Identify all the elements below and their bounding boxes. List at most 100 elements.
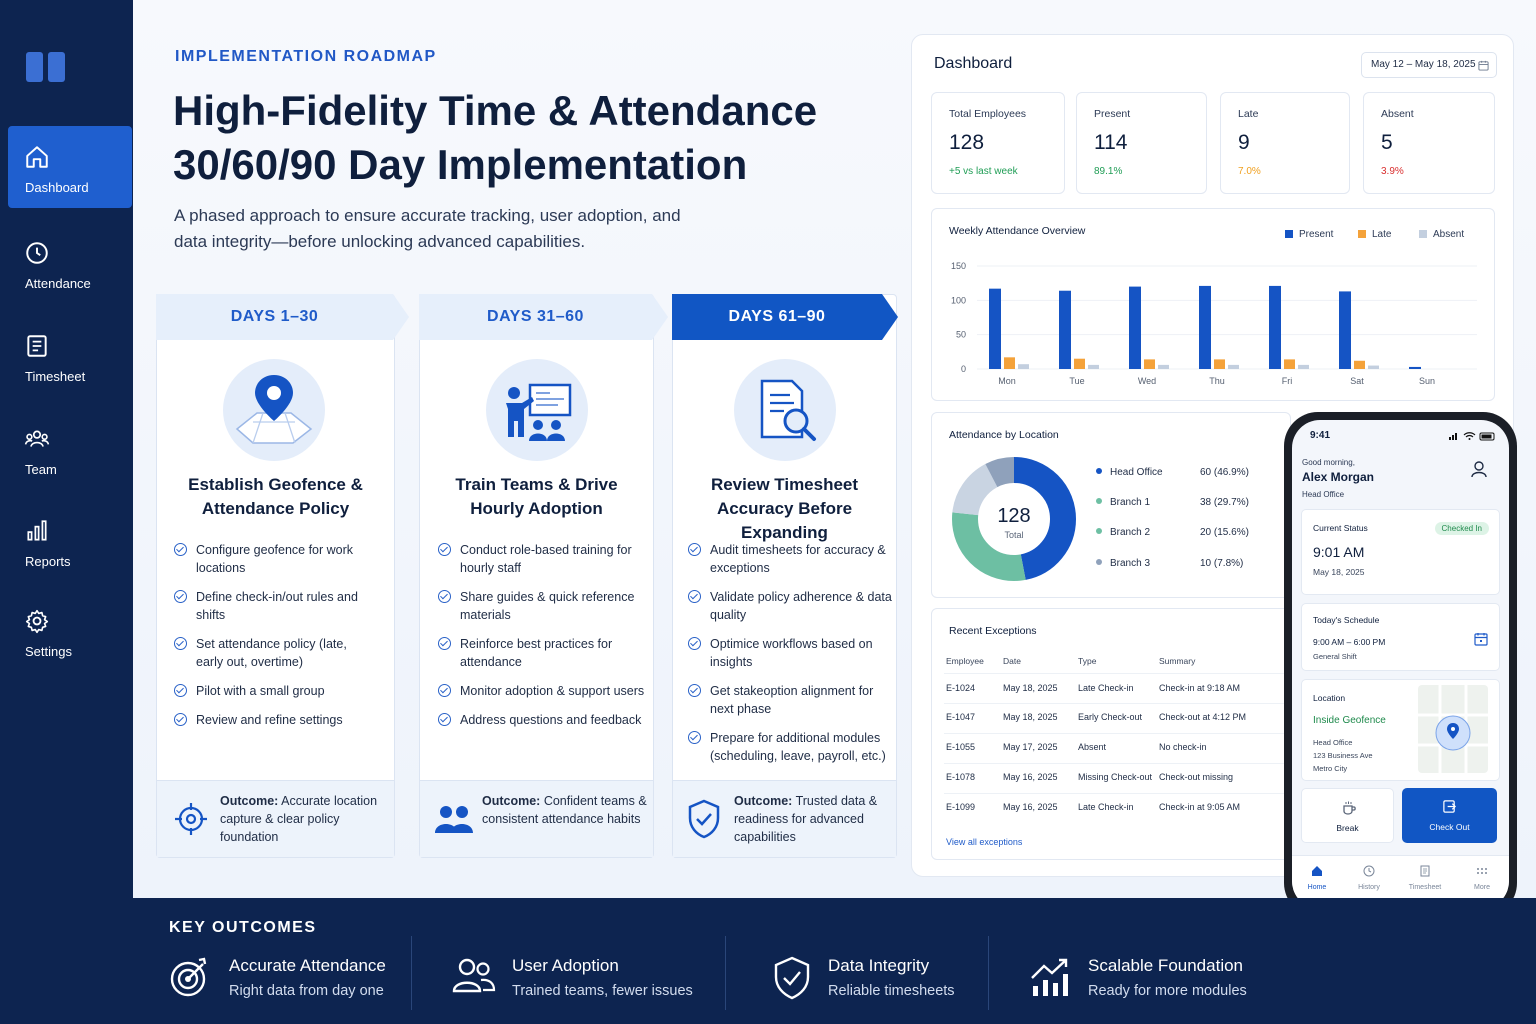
nav-item-timesheet[interactable]: Timesheet [8,315,132,397]
view-all-exceptions-link[interactable]: View all exceptions [946,837,1023,847]
more-grid-icon [1477,868,1487,874]
bar-late-fri[interactable] [1284,359,1295,369]
x-tick-label: Mon [998,376,1016,386]
date-range-picker[interactable]: May 12 – May 18, 2025 [1361,52,1497,78]
bar-late-thu[interactable] [1214,359,1225,369]
kpi-card-absent[interactable]: Absent 5 3.9% [1363,92,1495,194]
bar-absent-mon[interactable] [1018,364,1029,369]
current-status-card: Current Status Checked In 9:01 AM May 18… [1301,509,1500,595]
bar-absent-tue[interactable] [1088,364,1099,369]
tab-label: History [1358,884,1380,891]
cell-summary: No check-in [1159,742,1207,752]
tab-label: Timesheet [1408,884,1442,891]
coffee-icon [1343,801,1356,815]
cell-date: May 16, 2025 [1003,772,1058,782]
kpi-card-late[interactable]: Late 9 7.0% [1220,92,1350,194]
date-range-text: May 12 – May 18, 2025 [1371,59,1476,70]
tab-home[interactable]: Home [1302,864,1332,891]
geofence-map-thumbnail[interactable] [1418,685,1488,773]
cell-type: Late Check-in [1078,683,1134,693]
bar-late-mon[interactable] [1004,357,1015,369]
schedule-shift: General Shift [1313,652,1357,661]
profile-icon[interactable] [1470,460,1488,478]
growth-chart-icon [1031,958,1068,996]
nav-item-dashboard[interactable]: Dashboard [8,126,132,208]
checklist-item: Audit timesheets for accuracy & exceptio… [688,541,896,577]
bar-absent-fri[interactable] [1298,364,1309,369]
bar-present-sat[interactable] [1339,291,1351,369]
bar-present-thu[interactable] [1199,285,1211,369]
check-circle-icon [174,590,187,603]
shield-check-icon [774,956,810,1000]
nav-label: Dashboard [25,180,89,195]
kpi-card-total-employees[interactable]: Total Employees 128 +5 vs last week [931,92,1065,194]
bar-late-sat[interactable] [1354,360,1365,369]
bar-present-wed[interactable] [1129,286,1141,369]
location-dot [1096,559,1102,565]
bar-present-tue[interactable] [1059,290,1071,369]
calendar-icon[interactable] [1474,632,1488,646]
status-label: Current Status [1313,523,1368,533]
donut-slice-branch-3[interactable] [952,457,1076,581]
kpi-value: 9 [1238,131,1250,154]
x-tick-label: Wed [1138,376,1156,386]
schedule-label: Today's Schedule [1313,615,1380,625]
phase-card-2: DAYS 31–60 Train Teams & Drive Hourly Ad… [419,294,668,858]
target-icon [170,957,207,997]
checklist-item: Reinforce best practices for attendance [438,635,650,671]
nav-item-attendance[interactable]: Attendance [8,222,132,304]
exceptions-title: Recent Exceptions [949,625,1037,637]
location-card: Attendance by Location 128 Total Head Of… [931,412,1291,598]
kpi-card-present[interactable]: Present 114 89.1% [1076,92,1207,194]
nav-label: Team [25,462,57,477]
bar-absent-wed[interactable] [1158,364,1169,369]
checklist-item: Prepare for additional modules (scheduli… [688,729,896,765]
donut-total-label: Total [1004,530,1024,540]
schedule-time: 9:00 AM – 6:00 PM [1313,637,1386,647]
status-date: May 18, 2025 [1313,567,1365,577]
checklist-item: Optimice workflows based on insights [688,635,896,671]
location-value: 60 (46.9%) [1200,467,1249,478]
kpi-label: Present [1094,108,1131,120]
column-header: Date [1003,656,1021,666]
nav-label: Timesheet [25,369,86,384]
calendar-icon [1478,60,1489,71]
outcome-title: Data Integrity [828,956,930,975]
bar-absent-sat[interactable] [1368,365,1379,369]
location-title: Attendance by Location [949,429,1059,441]
phone-clock: 9:41 [1310,430,1331,441]
cell-summary: Check-out at 4:12 PM [1159,712,1247,722]
bar-late-wed[interactable] [1144,359,1155,369]
nav-item-reports[interactable]: Reports [8,500,132,582]
x-tick-label: Sun [1419,376,1435,386]
check-circle-icon [688,637,701,650]
phase-outcome: Outcome: Confident teams & consistent at… [420,780,653,857]
check-circle-icon [174,543,187,556]
tab-more[interactable]: More [1467,864,1497,891]
bar-present-fri[interactable] [1269,285,1281,369]
check-out-button[interactable]: Check Out [1402,788,1497,843]
break-label: Break [1336,823,1359,833]
location-donut-chart [952,457,1076,581]
people-icon [435,806,473,833]
nav-item-settings[interactable]: Settings [8,590,132,672]
bar-late-tue[interactable] [1074,358,1085,369]
cell-type: Early Check-out [1078,712,1143,722]
bar-present-mon[interactable] [989,288,1001,369]
legend-item-present: Present [1285,229,1333,240]
bar-absent-thu[interactable] [1228,364,1239,369]
nav-item-team[interactable]: Team [8,408,132,490]
donut-slice-branch-1[interactable] [952,457,1076,581]
bar-present-sun[interactable] [1409,366,1421,369]
checklist-item: Configure geofence for work locations [174,541,374,577]
tab-history[interactable]: History [1354,864,1384,891]
exceptions-card: Recent Exceptions Employee Date Type Sum… [931,608,1291,860]
kpi-value: 128 [949,131,985,154]
geofence-status: Inside Geofence [1313,715,1386,726]
tab-timesheet[interactable]: Timesheet [1405,864,1445,891]
phase-arrow [393,294,409,340]
divider [944,733,1284,734]
phase-title: Establish Geofence & Attendance Policy [188,475,363,518]
check-circle-icon [174,684,187,697]
break-button[interactable]: Break [1301,788,1394,843]
